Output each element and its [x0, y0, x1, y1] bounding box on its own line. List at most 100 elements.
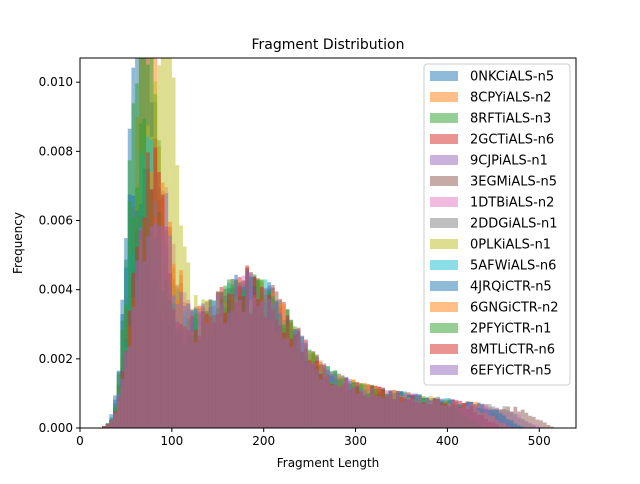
- histogram-bar: [105, 424, 110, 428]
- legend-item: 2PFYiCTR-n1: [430, 322, 551, 337]
- legend-label: 8MTLiCTR-n6: [470, 343, 555, 358]
- histogram-bar: [204, 323, 209, 428]
- histogram-bar: [289, 346, 294, 428]
- histogram-bar: [333, 375, 338, 428]
- histogram-bar: [443, 405, 448, 428]
- histogram-bar: [326, 369, 330, 428]
- histogram-bar: [421, 403, 426, 428]
- histogram-bar: [322, 363, 327, 428]
- legend-item: 3EGMiALS-n5: [430, 175, 557, 190]
- histogram-bar: [344, 377, 349, 428]
- histogram-bar: [285, 337, 290, 428]
- histogram-bar: [395, 393, 400, 428]
- histogram-bar: [193, 342, 198, 428]
- x-axis-label: Fragment Length: [277, 456, 380, 470]
- histogram-bar: [340, 381, 345, 428]
- histogram-bar: [498, 420, 503, 428]
- histogram-bar: [517, 417, 521, 428]
- histogram-bar: [542, 422, 547, 428]
- histogram-bar: [370, 387, 374, 428]
- histogram-bar: [528, 423, 532, 428]
- histogram-bar: [267, 299, 272, 428]
- histogram-bar: [260, 301, 264, 428]
- histogram-bar: [142, 261, 147, 428]
- legend-label: 3EGMiALS-n5: [470, 175, 557, 190]
- histogram-bar: [348, 379, 352, 428]
- histogram-bar: [502, 422, 507, 428]
- legend-swatch: [430, 197, 458, 207]
- histogram-bar: [186, 303, 191, 428]
- y-tick-label: 0.000: [39, 421, 73, 435]
- legend-item: 8CPYiALS-n2: [430, 91, 552, 106]
- chart-title: Fragment Distribution: [252, 37, 405, 53]
- y-axis-ticks: 0.000 0.002 0.004 0.006 0.008 0.010: [39, 75, 80, 435]
- histogram-bar: [234, 281, 238, 428]
- histogram-bar: [311, 363, 316, 428]
- histogram-bar: [245, 271, 249, 428]
- histogram-bar: [366, 396, 371, 428]
- legend-swatch: [430, 344, 458, 354]
- legend-item: 4JRQiCTR-n5: [430, 280, 552, 295]
- histogram-bar: [160, 226, 165, 428]
- legend: 0NKCiALS-n5 8CPYiALS-n2 8RFTiALS-n3 2GCTiAL…: [423, 63, 571, 386]
- y-tick-label: 0.010: [39, 75, 73, 89]
- histogram-bar: [212, 306, 216, 428]
- histogram-bar: [403, 392, 407, 428]
- histogram-bar: [278, 312, 283, 428]
- histogram-bar: [524, 421, 529, 428]
- histogram-bar: [138, 227, 143, 428]
- histogram-bar: [418, 395, 422, 428]
- histogram-bar: [197, 311, 202, 428]
- legend-label: 6EFYiCTR-n5: [470, 364, 552, 379]
- histogram-bar: [484, 408, 488, 428]
- legend-label: 9CJPiALS-n1: [470, 154, 548, 169]
- histogram-bar: [171, 295, 176, 428]
- histogram-bar: [351, 387, 356, 428]
- histogram-bar: [179, 292, 183, 428]
- x-tick-label: 500: [528, 434, 551, 448]
- histogram-bar: [296, 330, 301, 428]
- histogram-bar: [414, 393, 419, 428]
- histogram-bar: [182, 306, 187, 428]
- histogram-bar: [113, 413, 117, 428]
- legend-swatch: [430, 176, 458, 186]
- histogram-bar: [506, 419, 510, 428]
- histogram-bar: [432, 401, 437, 428]
- histogram-bar: [355, 393, 360, 428]
- histogram-bar: [476, 409, 481, 428]
- histogram-bar: [528, 415, 532, 428]
- histogram-bar: [469, 403, 474, 428]
- legend-label: 4JRQiCTR-n5: [470, 280, 552, 295]
- histogram-bar: [190, 312, 194, 428]
- histogram-bar: [256, 306, 261, 428]
- legend-label: 5AFWiALS-n6: [470, 259, 556, 274]
- y-tick-label: 0.004: [39, 283, 73, 297]
- histogram-bar: [506, 410, 510, 428]
- histogram-bar: [337, 386, 341, 428]
- histogram-bar: [454, 405, 459, 428]
- histogram-bar: [282, 338, 286, 428]
- legend-label: 8RFTiALS-n3: [470, 112, 551, 127]
- histogram-bar: [230, 310, 235, 428]
- histogram-bar: [164, 193, 169, 428]
- legend-item: 0NKCiALS-n5: [430, 70, 554, 85]
- histogram-bar: [384, 390, 389, 428]
- histogram-bar: [473, 406, 477, 428]
- histogram-bar: [171, 77, 176, 429]
- histogram-bar: [120, 378, 125, 428]
- histogram-bar: [300, 342, 305, 428]
- legend-swatch: [430, 260, 458, 270]
- y-tick-label: 0.006: [39, 214, 73, 228]
- legend-label: 0NKCiALS-n5: [470, 70, 554, 85]
- legend-label: 6GNGiCTR-n2: [470, 301, 558, 316]
- x-tick-label: 200: [252, 434, 275, 448]
- histogram-bar: [304, 341, 308, 428]
- histogram-bar: [241, 311, 246, 428]
- histogram-bar: [149, 226, 154, 428]
- histogram-bar: [249, 289, 253, 428]
- histogram-bar: [124, 351, 128, 428]
- histogram-bar: [135, 260, 139, 428]
- legend-item: 8RFTiALS-n3: [430, 112, 551, 127]
- legend-swatch: [430, 365, 458, 375]
- legend-label: 2PFYiCTR-n1: [470, 322, 551, 337]
